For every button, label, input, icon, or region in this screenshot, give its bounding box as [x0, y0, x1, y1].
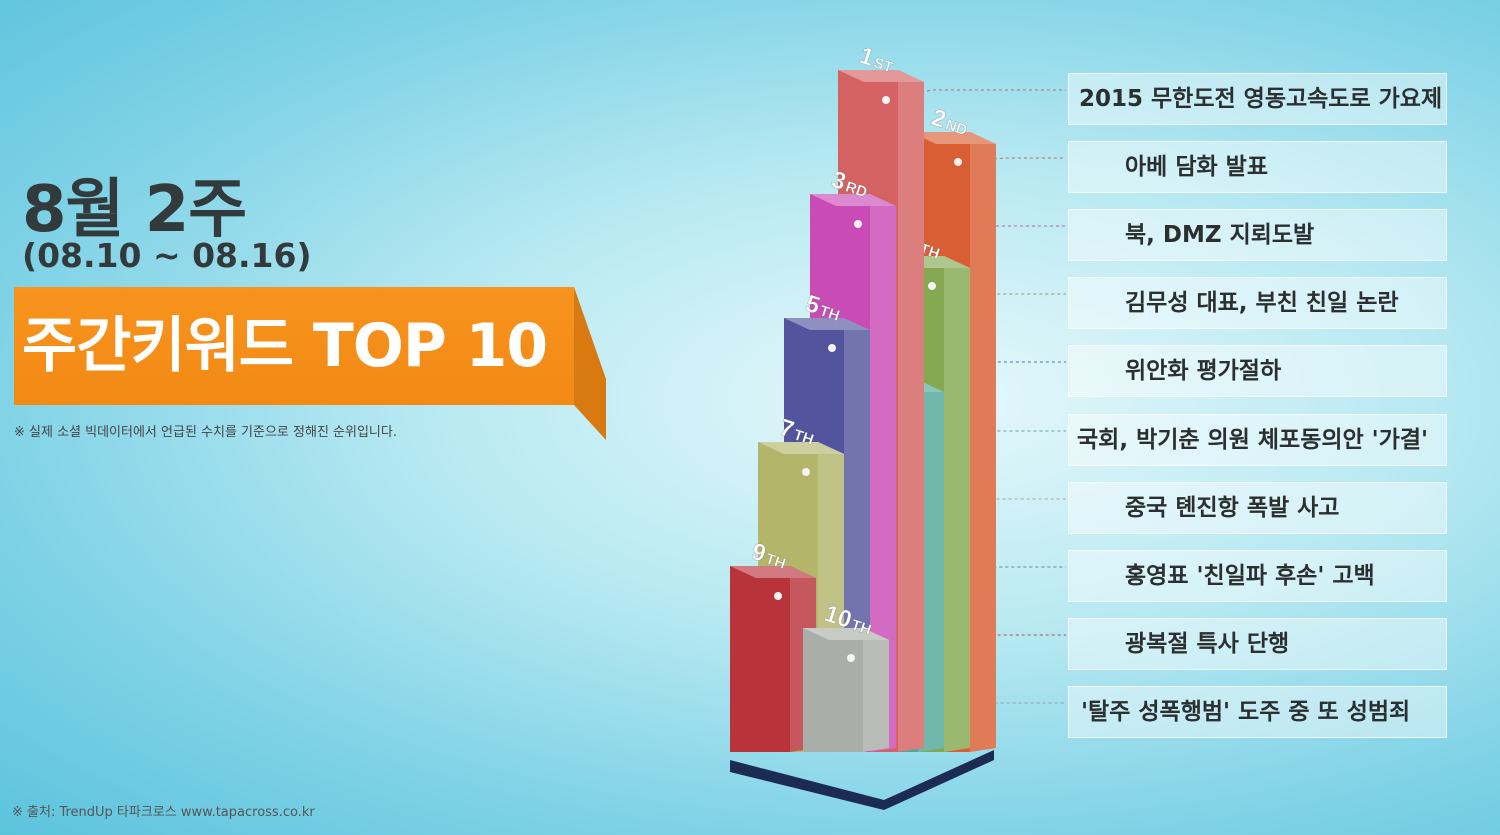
- keyword-2: 아베 담화 발표: [1068, 141, 1447, 193]
- bars: 2ND4TH6TH8TH1ST3RD5TH7TH9TH10TH: [730, 42, 996, 752]
- ranking-note: ※ 실제 소셜 빅데이터에서 언급된 수치를 기준으로 정해진 순위입니다.: [14, 425, 397, 440]
- bar-top: [784, 318, 870, 330]
- keyword-7: 중국 톈진항 폭발 사고: [1068, 482, 1447, 534]
- page-title: 8월 2주: [22, 173, 247, 247]
- bar-marker-dot: [774, 592, 782, 600]
- bar-side: [918, 380, 944, 752]
- bar-top: [838, 70, 924, 82]
- bar-top: [910, 132, 996, 144]
- bar-marker-dot: [882, 96, 890, 104]
- bar-marker-dot: [854, 220, 862, 228]
- bar-front: [803, 628, 863, 752]
- bar-marker-dot: [828, 344, 836, 352]
- bar-side: [944, 256, 970, 752]
- rank-suffix: RD: [843, 178, 869, 201]
- bar-side: [870, 194, 896, 752]
- bar-marker-dot: [802, 468, 810, 476]
- keyword-4: 김무성 대표, 부친 친일 논란: [1068, 277, 1447, 329]
- rank-suffix: TH: [763, 550, 787, 572]
- source-credit: ※ 출처: TrendUp 타파크로스 www.tapacross.co.kr: [12, 805, 315, 820]
- keyword-5: 위안화 평가절하: [1068, 345, 1447, 397]
- keyword-8: 홍영표 '친일파 후손' 고백: [1068, 550, 1447, 602]
- rank-suffix: TH: [849, 617, 873, 639]
- rank-suffix: TH: [817, 302, 841, 324]
- bar-side: [898, 70, 924, 752]
- bar-top: [810, 194, 896, 206]
- bar-marker-dot: [954, 158, 962, 166]
- bar-marker-dot: [928, 282, 936, 290]
- rank-suffix: ST: [871, 54, 894, 76]
- bar-10th: 10TH: [803, 600, 889, 752]
- bar-top: [803, 628, 889, 640]
- rank-suffix: TH: [791, 426, 815, 448]
- banner-fold: [574, 287, 606, 440]
- keyword-1: 2015 무한도전 영동고속도로 가요제: [1068, 73, 1447, 125]
- bar-marker-dot: [847, 654, 855, 662]
- date-range: (08.10 ~ 08.16): [22, 236, 312, 275]
- rank-label: 2ND: [928, 104, 972, 141]
- bar-top: [730, 566, 816, 578]
- bar-side: [863, 628, 889, 752]
- keyword-10: '탈주 성폭행범' 도주 중 또 성범죄: [1068, 686, 1447, 738]
- bar-side: [970, 132, 996, 752]
- banner-title: 주간키워드 TOP 10: [14, 287, 574, 405]
- banner: 주간키워드 TOP 10: [14, 287, 614, 447]
- keyword-9: 광복절 특사 단행: [1068, 618, 1447, 670]
- keyword-6: 국회, 박기춘 의원 체포동의안 '가결': [1068, 414, 1447, 466]
- chart-base: [730, 750, 994, 810]
- keyword-3: 북, DMZ 지뢰도발: [1068, 209, 1447, 261]
- rank-suffix: ND: [943, 116, 969, 139]
- bar-top: [758, 442, 844, 454]
